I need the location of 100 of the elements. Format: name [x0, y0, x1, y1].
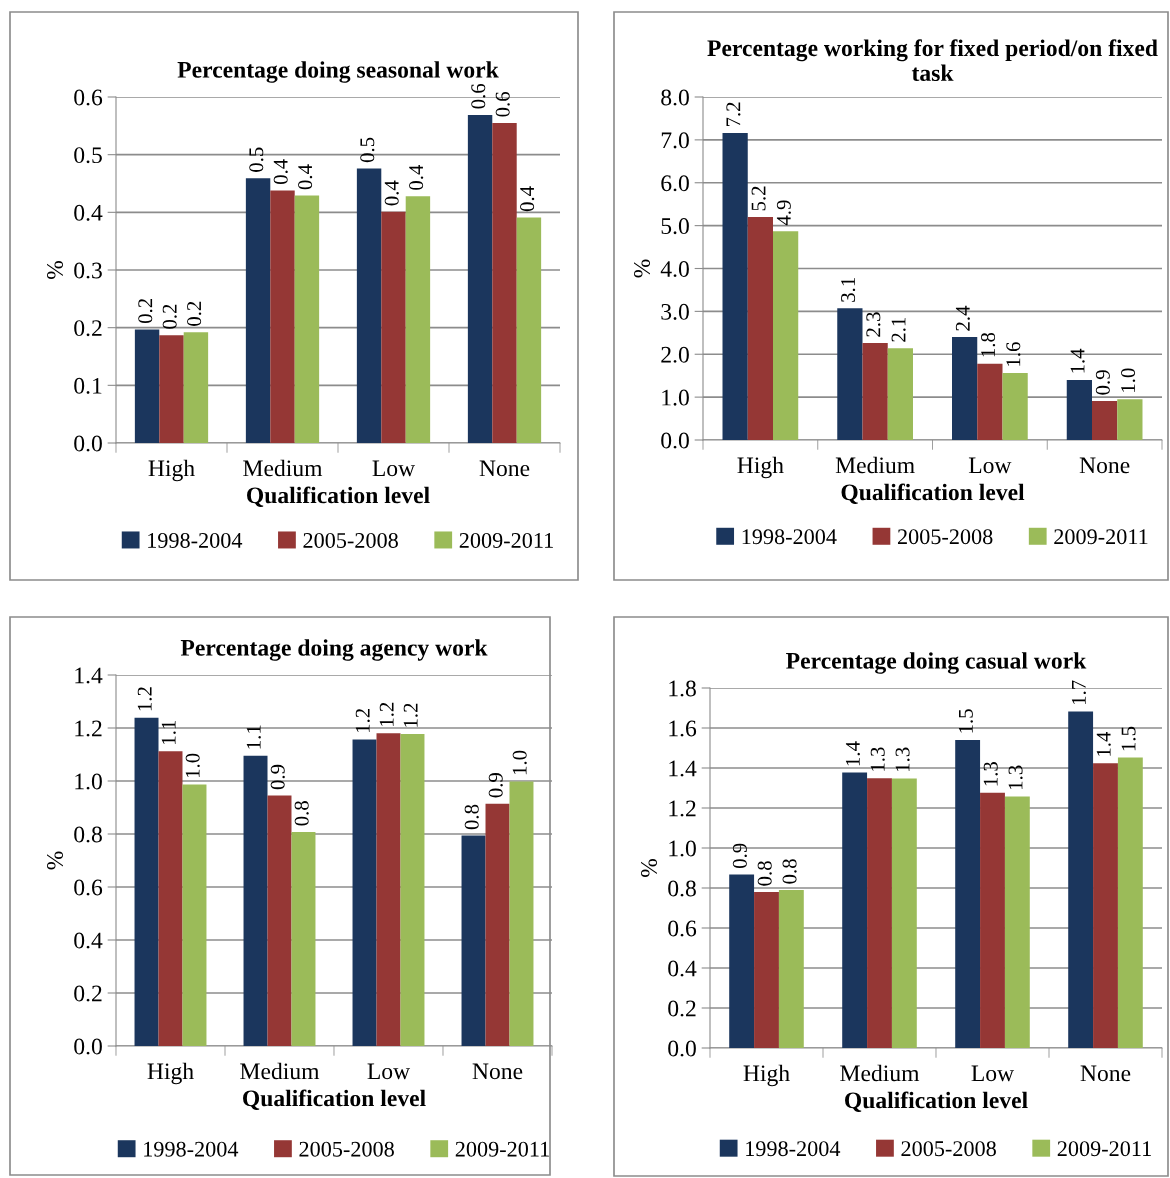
data-label: 0.8 — [782, 859, 797, 884]
bar — [837, 308, 863, 440]
legend-label: 2009-2011 — [459, 532, 553, 548]
x-tick-label: Medium — [240, 1062, 320, 1080]
y-axis-title: % — [47, 260, 64, 280]
bar — [955, 740, 981, 1048]
bar — [270, 190, 295, 443]
bar — [134, 717, 159, 1046]
bar — [245, 178, 271, 443]
bar — [352, 739, 377, 1046]
chart-title: Percentage doing agency work — [180, 639, 488, 661]
bar — [1092, 400, 1118, 440]
data-label: 4.9 — [776, 200, 791, 226]
text: 0.4 — [668, 960, 697, 977]
bar — [291, 831, 316, 1046]
bar — [509, 781, 534, 1046]
legend-label: 1998-2004 — [742, 529, 837, 545]
data-label: 2.1 — [891, 317, 906, 342]
x-tick-label: None — [472, 1063, 523, 1080]
text: 6.0 — [661, 175, 689, 192]
data-label: 1.3 — [983, 762, 998, 786]
text: 1.8 — [669, 680, 696, 697]
data-label: 0.2 — [138, 298, 153, 324]
text: 0.8 — [668, 880, 696, 897]
bar — [356, 168, 382, 443]
legend-label: 2009-2011 — [1057, 1141, 1151, 1157]
x-axis-title: Qualification level — [247, 486, 430, 507]
data-label: 0.8 — [757, 861, 772, 886]
bar — [400, 734, 425, 1046]
x-axis-title: Qualification level — [845, 1091, 1028, 1112]
x-tick-label: High — [737, 456, 784, 479]
text: 1.0 — [669, 840, 696, 857]
legend-label: 2009-2011 — [1054, 529, 1148, 545]
bar — [729, 874, 755, 1048]
chart-title: Percentage working for fixed period/on fixed task — [707, 39, 1158, 82]
bar — [485, 803, 510, 1046]
data-label: 1.2 — [355, 708, 370, 733]
y-axis-title: % — [634, 259, 651, 278]
bar — [980, 792, 1005, 1048]
bar — [754, 892, 779, 1048]
legend-label: 2009-2011 — [455, 1141, 549, 1157]
bar — [1066, 379, 1092, 440]
data-label: 1.3 — [1008, 765, 1023, 790]
text: 1.0 — [75, 773, 102, 790]
data-label: 1.7 — [1071, 680, 1086, 705]
data-label: 0.4 — [384, 180, 399, 206]
x-tick-label: Medium — [840, 1064, 920, 1082]
bar — [1004, 796, 1030, 1048]
data-label: 1.4 — [845, 741, 860, 766]
data-label: 1.5 — [958, 709, 973, 733]
x-axis-title: Qualification level — [841, 483, 1025, 504]
data-label: 1.3 — [870, 747, 885, 771]
bar — [722, 133, 748, 440]
bar — [461, 835, 486, 1046]
text: 0.4 — [74, 204, 103, 221]
bar — [182, 784, 207, 1046]
text: 1.0 — [662, 389, 689, 406]
bar — [842, 772, 868, 1048]
bar — [183, 332, 209, 443]
data-label: 0.4 — [273, 159, 288, 185]
legend-label: 2005-2008 — [299, 1141, 394, 1157]
x-tick-label: Low — [367, 1063, 411, 1080]
text: 0.4 — [74, 932, 103, 949]
text: 2.0 — [661, 346, 689, 363]
x-tick-label: High — [148, 459, 195, 482]
x-tick-label: None — [1079, 457, 1130, 474]
text: 0.5 — [74, 147, 102, 164]
legend-label: 2005-2008 — [303, 532, 398, 548]
x-tick-label: Medium — [243, 459, 323, 477]
text: 4.0 — [660, 260, 689, 278]
text: 0.0 — [668, 1040, 696, 1057]
text: 1.4 — [75, 667, 103, 684]
legend-label: 1998-2004 — [144, 1141, 239, 1157]
bar — [381, 211, 406, 443]
data-label: 1.8 — [981, 332, 996, 357]
data-label: 0.6 — [471, 83, 486, 109]
text: 0.0 — [74, 435, 102, 452]
bar — [516, 217, 542, 443]
data-label: 1.6 — [1006, 342, 1021, 366]
legend-label: 1998-2004 — [148, 532, 243, 548]
bar — [1117, 757, 1143, 1048]
bar — [778, 890, 804, 1048]
data-label: 0.4 — [298, 164, 313, 190]
x-tick-label: Low — [968, 457, 1012, 474]
data-label: 7.2 — [726, 102, 741, 127]
x-axis-title: Qualification level — [243, 1089, 426, 1110]
text: 0.6 — [668, 920, 697, 937]
data-label: 1.1 — [161, 720, 176, 744]
text: 0.8 — [74, 826, 102, 843]
data-label: 0.2 — [162, 304, 177, 329]
chart-title: Percentage doing casual work — [786, 652, 1087, 674]
data-label: 1.0 — [185, 753, 200, 778]
text: 0.2 — [668, 1000, 696, 1017]
bar — [1117, 399, 1143, 440]
bar — [405, 196, 431, 443]
y-axis-title: % — [47, 851, 64, 870]
data-label: 2.3 — [866, 312, 881, 337]
data-label: 1.4 — [1096, 731, 1111, 756]
data-label: 0.4 — [409, 164, 424, 190]
x-tick-label: Low — [971, 1065, 1015, 1082]
